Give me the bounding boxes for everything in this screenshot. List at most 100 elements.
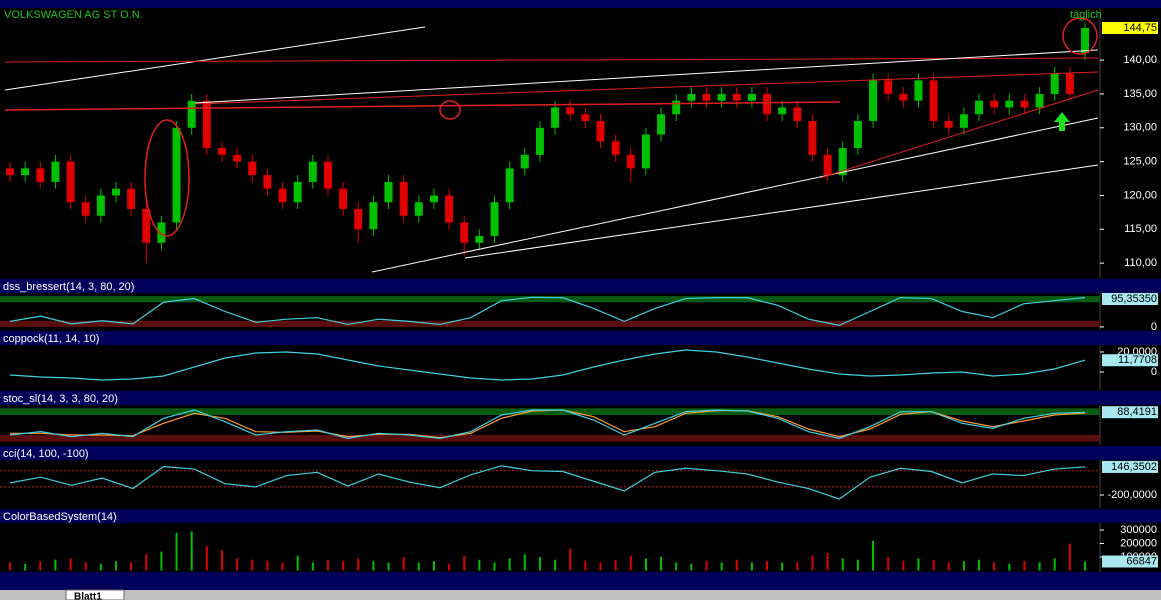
candle-body <box>641 134 650 169</box>
y-tick-label: 135,00 <box>1123 88 1157 100</box>
candle-body <box>187 100 196 128</box>
candle-body <box>520 154 529 169</box>
band <box>0 296 1100 303</box>
top-strip <box>0 0 1161 8</box>
current-value-box <box>1102 555 1158 568</box>
candle-body <box>233 154 242 162</box>
current-value-box <box>1102 293 1158 305</box>
interval: täglich <box>1070 9 1102 21</box>
candle-body <box>460 222 469 243</box>
panel-title-bar <box>0 331 1161 345</box>
candle-body <box>142 208 151 243</box>
panel-title-bar <box>0 446 1161 460</box>
candle-body <box>1005 100 1014 108</box>
candle-body <box>339 188 348 209</box>
indicator-line <box>9 296 1086 327</box>
candle-body <box>505 168 514 203</box>
candle-body <box>51 161 60 182</box>
trend-line <box>464 164 1099 259</box>
candle-body <box>414 202 423 216</box>
current-value-label: 88,4191 <box>1117 406 1157 418</box>
sheet-bar <box>0 590 1161 600</box>
y-tick-label: 130,00 <box>1123 122 1157 134</box>
candle-body <box>899 93 908 101</box>
candle-body <box>217 148 226 155</box>
y-tick-label: 200000 <box>1120 537 1157 549</box>
candle-body <box>429 195 438 203</box>
trend-line <box>4 26 426 91</box>
panel-title-bar <box>0 509 1161 523</box>
candle-body <box>384 181 393 203</box>
sheet-tab[interactable] <box>65 589 125 600</box>
candle-body <box>929 80 938 122</box>
candle-body <box>81 202 90 216</box>
candle-body <box>657 114 666 135</box>
y-tick-label: 125,00 <box>1123 156 1157 168</box>
candle-body <box>959 114 968 128</box>
panel-title-bar <box>0 391 1161 405</box>
candle-body <box>293 181 302 203</box>
candle-body <box>551 107 560 128</box>
trend-line <box>819 89 1099 179</box>
current-value-box <box>1102 21 1158 34</box>
y-tick-label: 115,00 <box>1124 223 1157 235</box>
current-value-box <box>1102 460 1158 473</box>
current-value-box <box>1102 354 1158 367</box>
band <box>0 320 1100 327</box>
candle-body <box>747 93 756 101</box>
indicator-line <box>9 409 1086 439</box>
x-axis-strip <box>0 572 1161 590</box>
candle-body <box>611 141 620 155</box>
candle-body <box>157 222 166 243</box>
candle-body <box>869 80 878 122</box>
indicator-line <box>9 465 1086 500</box>
current-value-label: 11,7708 <box>1118 354 1157 366</box>
trend-line <box>4 57 1099 63</box>
candle-body <box>1020 100 1029 108</box>
candle-body <box>111 188 120 196</box>
candle-body <box>6 168 14 176</box>
candle-body <box>672 100 681 115</box>
y-tick-label: 140,00 <box>1123 54 1157 66</box>
y-tick-label: 110,00 <box>1124 257 1157 269</box>
y-tick-label: 0 <box>1151 321 1157 333</box>
candle-body <box>990 100 999 108</box>
candle-body <box>596 121 605 142</box>
panel-title-bar <box>0 279 1161 293</box>
candle-body <box>702 93 711 101</box>
y-tick-label: 0 <box>1151 366 1157 378</box>
candle-body <box>626 154 635 169</box>
y-tick-label: 300000 <box>1120 524 1157 536</box>
candle-body <box>914 80 923 101</box>
candle-body <box>808 121 817 155</box>
candle-body <box>172 127 181 223</box>
candle-body <box>445 195 454 223</box>
trend-line <box>4 101 841 111</box>
trend-line <box>371 117 1099 273</box>
candle-body <box>263 175 272 189</box>
panel-title: dss_bressert(14, 3, 80, 20) <box>3 281 134 293</box>
current-value-label: 144,75 <box>1123 22 1157 34</box>
candle-body <box>278 188 287 203</box>
candle-body <box>975 100 984 115</box>
candle-body <box>21 168 30 176</box>
y-tick-label: -200,0000 <box>1107 489 1157 501</box>
band <box>0 408 1100 415</box>
trend-line <box>194 71 1099 105</box>
candle-body <box>490 202 499 237</box>
candle-body <box>884 80 893 94</box>
candle-body <box>763 93 772 115</box>
candle-body <box>823 154 832 176</box>
panel-title: cci(14, 100, -100) <box>3 448 89 460</box>
band <box>0 435 1100 442</box>
candle-body <box>369 202 378 230</box>
chart-title: VOLKSWAGEN AG ST O.N. <box>4 9 143 21</box>
indicator-line <box>9 349 1086 381</box>
candle-body <box>399 181 408 216</box>
panel-title: stoc_sl(14, 3, 3, 80, 20) <box>3 393 118 405</box>
candle-body <box>566 107 575 115</box>
candle-body <box>793 107 802 122</box>
sheet-tab-label[interactable]: Blatt1 <box>74 592 102 600</box>
candle-body <box>687 93 696 101</box>
